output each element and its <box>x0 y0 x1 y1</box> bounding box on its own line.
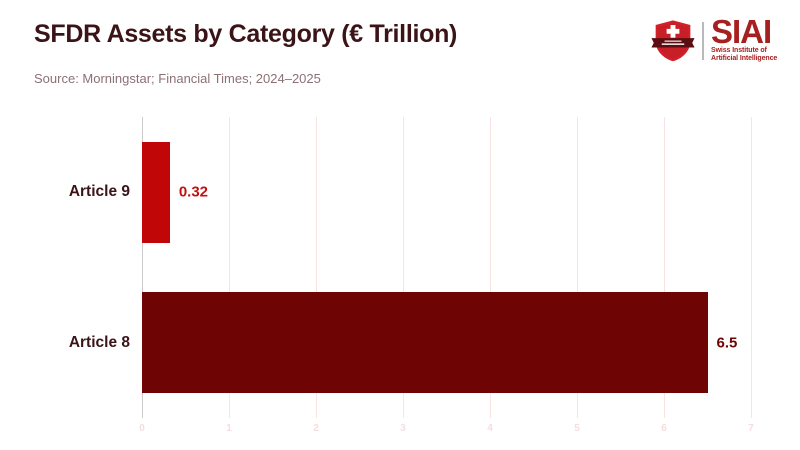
logo-text: SIAI Swiss Institute of Artificial Intel… <box>711 13 777 64</box>
x-tick-label: 3 <box>400 423 406 434</box>
bar-chart-plot-area: 0 1 2 3 4 5 6 7 0.32 6.5 <box>139 117 754 434</box>
x-tick-label: 5 <box>574 423 580 434</box>
source-caption: Source: Morningstar; Financial Times; 20… <box>34 71 321 86</box>
value-label: 6.5 <box>716 334 738 352</box>
gridline <box>751 117 752 418</box>
zero-gridline <box>142 117 143 418</box>
x-tick-label: 7 <box>748 423 754 434</box>
page-title: SFDR Assets by Category (€ Trillion) <box>34 20 458 48</box>
category-label: Article 8 <box>68 333 130 351</box>
gridline <box>316 117 317 418</box>
siai-logo: SIAI Swiss Institute of Artificial Intel… <box>650 13 777 64</box>
bar-article-8 <box>142 292 708 394</box>
logo-tagline-line2: Artificial Intelligence <box>711 55 778 63</box>
logo-wordmark: SIAI <box>711 13 772 50</box>
x-tick-label: 4 <box>487 423 493 434</box>
gridline <box>403 117 404 418</box>
logo-tagline-line1: Swiss Institute of <box>711 47 767 55</box>
gridline <box>577 117 578 418</box>
category-label: Article 9 <box>68 183 130 201</box>
bar-article-9 <box>142 141 170 243</box>
x-tick-label: 0 <box>139 423 145 434</box>
logo-tagline: Swiss Institute of Artificial Intelligen… <box>711 47 777 64</box>
x-tick-label: 6 <box>661 423 667 434</box>
gridline <box>490 117 491 418</box>
gridline <box>229 117 230 418</box>
swiss-shield-cross-icon <box>651 20 695 62</box>
x-tick-label: 1 <box>226 423 232 434</box>
x-tick-label: 2 <box>313 423 319 434</box>
gridline <box>664 117 665 418</box>
logo-divider <box>702 21 704 60</box>
value-label: 0.32 <box>178 183 209 201</box>
category-axis: Article 9 Article 8 <box>0 117 130 418</box>
